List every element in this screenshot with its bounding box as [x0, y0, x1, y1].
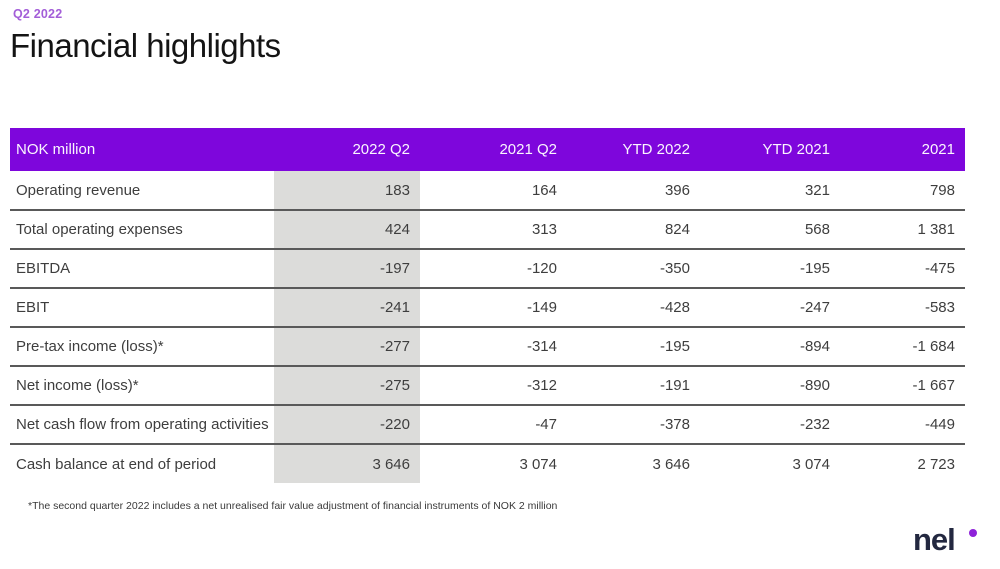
cell-value: 2 723 [840, 444, 965, 483]
row-label: Total operating expenses [10, 210, 274, 250]
row-label: Net income (loss)* [10, 366, 274, 406]
cell-value: 164 [420, 171, 567, 211]
cell-value: 3 074 [700, 444, 840, 483]
column-header-2022-q2: 2022 Q2 [274, 128, 420, 171]
table-row-ebitda: EBITDA -197 -120 -350 -195 -475 [10, 249, 965, 289]
column-header-nok-million: NOK million [10, 128, 274, 171]
cell-value: -378 [567, 405, 700, 445]
cell-value: -120 [420, 249, 567, 289]
table-row-net-income: Net income (loss)* -275 -312 -191 -890 -… [10, 366, 965, 406]
cell-value: 1 381 [840, 210, 965, 250]
cell-value: -475 [840, 249, 965, 289]
cell-value-highlighted: -275 [274, 366, 420, 406]
cell-value: 3 646 [567, 444, 700, 483]
table-row-operating-revenue: Operating revenue 183 164 396 321 798 [10, 171, 965, 211]
table-row-net-cash-flow: Net cash flow from operating activities … [10, 405, 965, 445]
cell-value: -894 [700, 327, 840, 367]
cell-value: -350 [567, 249, 700, 289]
cell-value: 313 [420, 210, 567, 250]
cell-value: -428 [567, 288, 700, 328]
table-row-total-operating-expenses: Total operating expenses 424 313 824 568… [10, 210, 965, 250]
financial-highlights-table: NOK million 2022 Q2 2021 Q2 YTD 2022 YTD… [10, 128, 965, 483]
cell-value-highlighted: 424 [274, 210, 420, 250]
slide-eyebrow-quarter: Q2 2022 [13, 7, 63, 21]
column-header-ytd-2022: YTD 2022 [567, 128, 700, 171]
cell-value: 568 [700, 210, 840, 250]
row-label: EBITDA [10, 249, 274, 289]
row-label: Net cash flow from operating activities [10, 405, 274, 445]
row-label: EBIT [10, 288, 274, 328]
table-header-row: NOK million 2022 Q2 2021 Q2 YTD 2022 YTD… [10, 128, 965, 171]
cell-value: 824 [567, 210, 700, 250]
footnote: *The second quarter 2022 includes a net … [28, 500, 558, 512]
table-row-pre-tax-income: Pre-tax income (loss)* -277 -314 -195 -8… [10, 327, 965, 367]
cell-value: -312 [420, 366, 567, 406]
cell-value-highlighted: -197 [274, 249, 420, 289]
cell-value: -1 667 [840, 366, 965, 406]
table-row-cash-balance: Cash balance at end of period 3 646 3 07… [10, 444, 965, 483]
cell-value-highlighted: 183 [274, 171, 420, 211]
cell-value: 3 074 [420, 444, 567, 483]
column-header-2021-q2: 2021 Q2 [420, 128, 567, 171]
cell-value: -247 [700, 288, 840, 328]
column-header-2021: 2021 [840, 128, 965, 171]
table-row-ebit: EBIT -241 -149 -428 -247 -583 [10, 288, 965, 328]
cell-value: -195 [700, 249, 840, 289]
cell-value: 798 [840, 171, 965, 211]
column-header-ytd-2021: YTD 2021 [700, 128, 840, 171]
cell-value-highlighted: 3 646 [274, 444, 420, 483]
cell-value: -449 [840, 405, 965, 445]
cell-value: -149 [420, 288, 567, 328]
cell-value: -1 684 [840, 327, 965, 367]
cell-value: -890 [700, 366, 840, 406]
nel-logo: nel [913, 522, 977, 558]
cell-value-highlighted: -220 [274, 405, 420, 445]
nel-logo-dot-icon [969, 529, 977, 537]
cell-value: 321 [700, 171, 840, 211]
cell-value: 396 [567, 171, 700, 211]
row-label: Operating revenue [10, 171, 274, 211]
cell-value-highlighted: -241 [274, 288, 420, 328]
cell-value: -195 [567, 327, 700, 367]
cell-value: -583 [840, 288, 965, 328]
cell-value-highlighted: -277 [274, 327, 420, 367]
cell-value: -191 [567, 366, 700, 406]
page-title: Financial highlights [10, 27, 281, 64]
row-label: Cash balance at end of period [10, 444, 274, 483]
cell-value: -314 [420, 327, 567, 367]
nel-logo-text: nel [913, 522, 956, 557]
cell-value: -47 [420, 405, 567, 445]
cell-value: -232 [700, 405, 840, 445]
row-label: Pre-tax income (loss)* [10, 327, 274, 367]
